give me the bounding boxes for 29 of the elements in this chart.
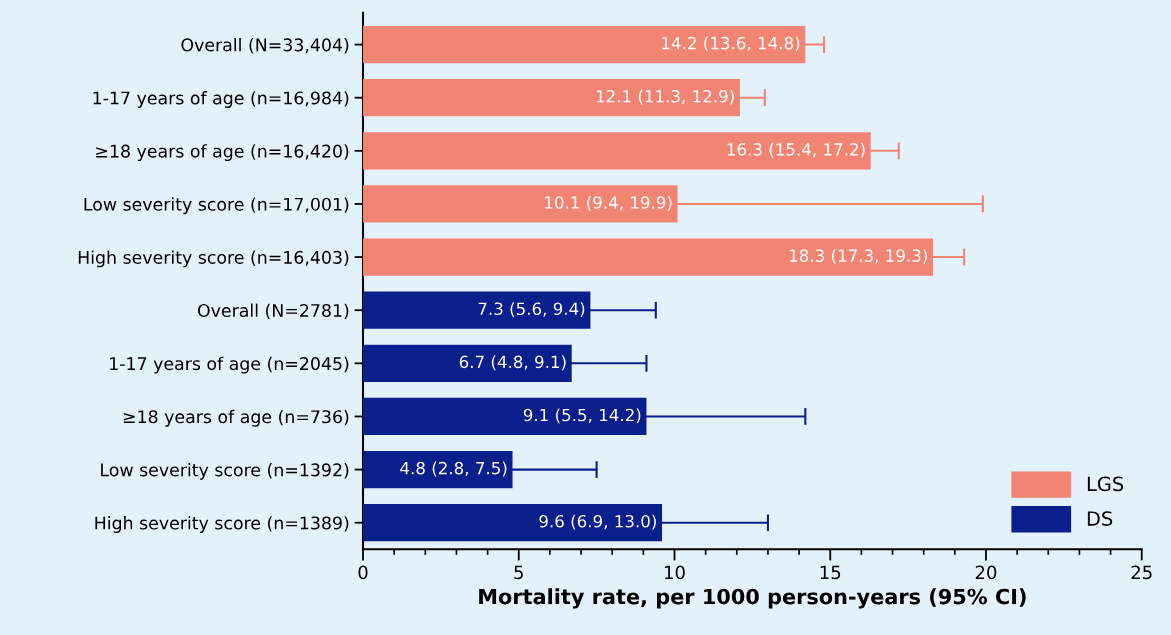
y-tick-label: Overall (N=2781) xyxy=(197,303,349,320)
data-label: 18.3 (17.3, 19.3) xyxy=(789,249,927,264)
y-tick-label: 1-17 years of age (n=2045) xyxy=(110,356,349,374)
x-axis-title: Mortality rate, per 1000 person-years (95% CI) xyxy=(479,588,1026,609)
legend-label: DS xyxy=(1087,511,1113,526)
y-tick-label: 1-17 years of age (n=16,984) xyxy=(93,91,349,108)
x-tick-label: 20 xyxy=(975,565,997,580)
y-tick-label: Low severity score (n=17,001) xyxy=(84,197,349,215)
data-label: 4.8 (2.8, 7.5) xyxy=(400,461,507,477)
data-label: 14.2 (13.6, 14.8) xyxy=(662,36,800,52)
y-tick-label: Low severity score (n=1392) xyxy=(101,462,349,480)
y-tick-label: ≥18 years of age (n=16,420) xyxy=(96,144,349,162)
x-tick-label: 5 xyxy=(514,565,523,580)
y-tick-label: Overall (N=33,404) xyxy=(181,37,349,54)
data-label: 6.7 (4.8, 9.1) xyxy=(459,355,566,371)
y-tick-label: High severity score (n=16,403) xyxy=(78,250,349,268)
x-tick-label: 25 xyxy=(1131,565,1152,580)
data-label: 9.1 (5.5, 14.2) xyxy=(523,408,641,424)
y-tick-label: ≥18 years of age (n=736) xyxy=(123,409,349,427)
x-tick-label: 0 xyxy=(358,565,368,580)
data-label: 12.1 (11.3, 12.9) xyxy=(596,89,734,105)
x-tick-label: 15 xyxy=(820,565,841,580)
data-label: 9.6 (6.9, 13.0) xyxy=(539,514,656,530)
x-tick-label: 10 xyxy=(664,565,685,580)
data-label: 16.3 (15.4, 17.2) xyxy=(727,142,865,158)
legend-label: LGS xyxy=(1087,476,1124,492)
data-label: 7.3 (5.6, 9.4) xyxy=(478,302,585,317)
data-label: 10.1 (9.4, 19.9) xyxy=(545,195,672,211)
y-tick-label: High severity score (n=1389) xyxy=(95,516,349,533)
